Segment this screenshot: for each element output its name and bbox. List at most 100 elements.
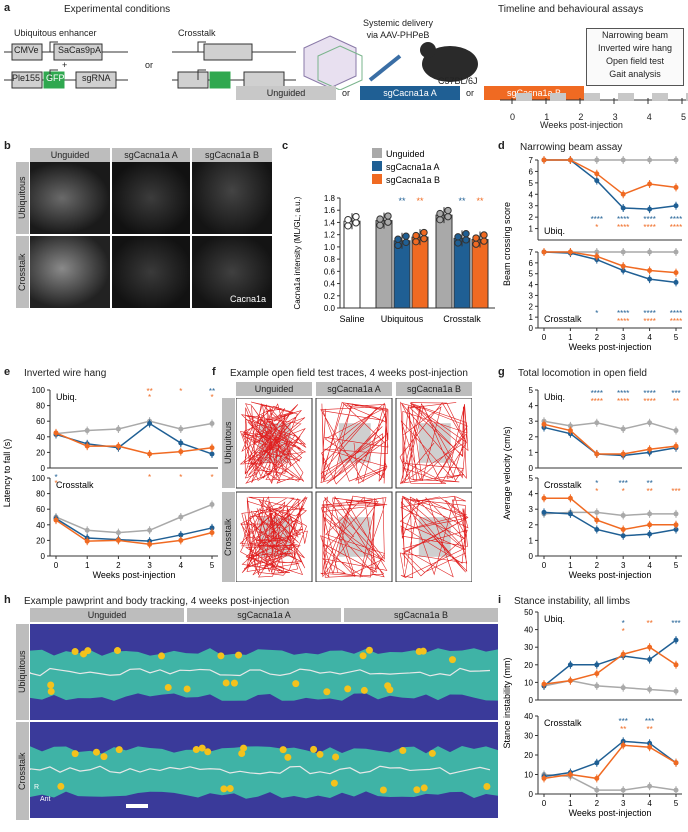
data-point	[594, 760, 600, 766]
panel-g-label: g	[498, 366, 505, 378]
significance-star: **	[646, 725, 652, 734]
data-point	[84, 443, 90, 449]
series-line	[543, 639, 677, 687]
y-tick-label: 3	[529, 291, 534, 300]
data-point	[352, 219, 360, 227]
x-tick-label: 1	[568, 333, 573, 342]
paw-print	[420, 784, 428, 792]
paw-print	[164, 683, 172, 691]
data-point	[472, 234, 480, 242]
assay-item: Open field test	[605, 56, 665, 66]
significance-star: ***	[645, 717, 654, 726]
significance-star: **	[416, 196, 424, 206]
data-point	[594, 253, 600, 259]
data-point	[594, 171, 600, 177]
data-point	[673, 522, 679, 528]
assay-list: Narrowing beam Inverted wire hang Open f…	[586, 28, 684, 86]
y-tick-label: 1.8	[324, 194, 336, 203]
y-tick-label: 30	[524, 732, 533, 741]
data-point	[84, 538, 90, 544]
significance-star: *	[210, 473, 213, 482]
y-tick-label: 4	[529, 190, 534, 199]
sgrna-label: sgRNA	[82, 73, 111, 83]
data-point	[673, 157, 679, 163]
data-point	[673, 428, 679, 434]
data-point	[344, 215, 352, 224]
subplot-label: Ubiq.	[56, 392, 77, 402]
col-unguided: Unguided	[236, 382, 312, 396]
paw-print	[332, 753, 340, 761]
paw-print	[413, 786, 421, 794]
paw-print	[115, 746, 123, 754]
data-point	[673, 637, 679, 643]
significance-star: ***	[671, 389, 680, 398]
x-tick-label: 1	[568, 799, 573, 808]
significance-star: ***	[671, 619, 680, 628]
y-tick-label: 10	[524, 678, 533, 687]
data-point	[647, 157, 653, 163]
data-point	[209, 451, 215, 457]
paw-print	[344, 685, 352, 693]
data-point	[402, 238, 410, 247]
data-point	[344, 222, 352, 230]
body-track	[30, 648, 498, 701]
y-tick-label: 3	[529, 202, 534, 211]
significance-star: **	[646, 619, 652, 628]
significance-star: ****	[670, 223, 682, 232]
assay-item: Narrowing beam	[601, 30, 669, 40]
timeline-block	[618, 93, 634, 101]
paw-print	[284, 753, 292, 761]
micrograph	[30, 236, 110, 308]
x-tick-label: 0	[542, 333, 547, 342]
subplot-label: Crosstalk	[56, 480, 94, 490]
series-line	[543, 423, 677, 455]
center-line	[30, 765, 491, 775]
data-point	[115, 537, 121, 543]
significance-star: *	[595, 223, 598, 232]
data-point	[647, 783, 653, 789]
y-tick-label: 5	[529, 179, 534, 188]
y-tick-label: 2	[529, 302, 534, 311]
col-unguided: Unguided	[30, 608, 184, 622]
data-point	[541, 157, 547, 163]
week-tick: 0	[510, 112, 516, 122]
panel-f-label: f	[212, 366, 216, 378]
data-point	[209, 445, 215, 451]
data-point	[147, 421, 153, 427]
mouse-strain: C57BL/6J	[438, 76, 478, 86]
data-point	[594, 517, 600, 523]
data-point	[620, 742, 626, 748]
panel-i-label: i	[498, 594, 502, 606]
paw-print	[483, 782, 491, 790]
assay-item: Inverted wire hang	[597, 43, 673, 53]
data-point	[647, 267, 653, 273]
data-point	[673, 511, 679, 517]
data-point	[620, 526, 626, 532]
data-point	[567, 249, 573, 255]
x-tick-label: 1	[568, 561, 573, 570]
col-unguided: Unguided	[30, 148, 110, 162]
significance-star: ****	[643, 215, 655, 224]
data-point	[620, 512, 626, 518]
gfp-label: GFP	[46, 73, 65, 83]
legend-label: sgCacna1a B	[386, 175, 440, 185]
significance-star: **	[458, 196, 466, 206]
y-tick-label: 80	[36, 490, 45, 499]
data-point	[444, 212, 452, 221]
x-tick-label: 0	[54, 561, 59, 570]
significance-star: ****	[617, 309, 629, 318]
series-line	[55, 519, 213, 546]
paw-print	[279, 746, 287, 754]
significance-star: **	[620, 725, 626, 734]
data-point	[541, 775, 547, 781]
data-point	[673, 184, 679, 190]
data-point	[673, 203, 679, 209]
data-point	[178, 440, 184, 446]
trace-path	[239, 401, 307, 485]
data-point	[620, 191, 626, 197]
panel-f-title: Example open field test traces, 4 weeks …	[230, 368, 468, 379]
data-point	[209, 502, 215, 508]
data-point	[594, 526, 600, 532]
